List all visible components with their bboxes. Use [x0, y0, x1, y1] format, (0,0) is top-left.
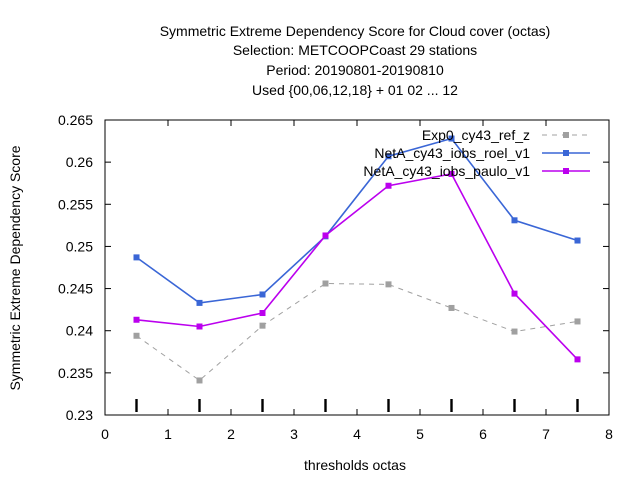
data-point [385, 182, 392, 189]
y-tick-label: 0.245 [58, 281, 93, 297]
data-point [511, 290, 518, 297]
data-point [511, 328, 518, 335]
threshold-markers [135, 399, 579, 412]
data-point [259, 322, 266, 329]
data-point [133, 316, 140, 323]
y-tick-label: 0.235 [58, 365, 93, 381]
chart-title-line-1: Symmetric Extreme Dependency Score for C… [160, 23, 551, 39]
x-tick-label: 5 [416, 426, 424, 442]
data-point [259, 291, 266, 298]
x-tick-label: 7 [542, 426, 550, 442]
data-point [133, 254, 140, 261]
series-line [136, 282, 578, 382]
data-point [385, 281, 392, 288]
chart-title-line-2: Selection: METCOOPCoast 29 stations [233, 42, 477, 58]
data-point [574, 318, 581, 325]
x-tick-label: 0 [101, 426, 109, 442]
y-tick-label: 0.26 [66, 154, 93, 170]
y-tick-label: 0.24 [66, 323, 93, 339]
chart-title-line-3: Period: 20190801-20190810 [266, 62, 444, 78]
legend-label: NetA_cy43_iobs_paulo_v1 [363, 163, 530, 179]
series-lines [133, 135, 581, 384]
data-point [574, 237, 581, 244]
x-tick-label: 2 [227, 426, 235, 442]
data-point [448, 170, 455, 177]
x-tick-label: 1 [164, 426, 172, 442]
data-point [511, 217, 518, 224]
plot-area [104, 119, 610, 416]
legend-label: NetA_cy43_iobs_roel_v1 [374, 145, 530, 161]
x-tick-label: 4 [353, 426, 361, 442]
data-point [448, 304, 455, 311]
data-point [196, 323, 203, 330]
data-point [196, 299, 203, 306]
legend: Exp0_cy43_ref_z NetA_cy43_iobs_roel_v1 Net… [363, 127, 590, 179]
series-line [136, 137, 578, 304]
legend-swatch-marker [563, 168, 569, 174]
chart-title-line-4: Used {00,06,12,18} + 01 02 ... 12 [252, 82, 458, 98]
x-tick-label: 6 [479, 426, 487, 442]
y-tick-label: 0.23 [66, 407, 93, 423]
legend-swatch-marker [563, 150, 569, 156]
axis-ticks: 0 1 2 3 4 5 6 7 8 0.23 0.235 0.24 0.245 0.25 0.255 0.26… [58, 112, 613, 442]
legend-label: Exp0_cy43_ref_z [422, 127, 530, 143]
data-point [196, 377, 203, 384]
legend-swatch-marker [563, 132, 569, 138]
data-point [574, 356, 581, 363]
data-point [448, 135, 455, 142]
data-point [322, 280, 329, 287]
chart-title: Symmetric Extreme Dependency Score for C… [160, 23, 551, 98]
plot-border [104, 119, 610, 416]
x-tick-label: 3 [290, 426, 298, 442]
series-line [136, 173, 579, 360]
y-tick-label: 0.25 [66, 238, 93, 254]
y-tick-label: 0.265 [58, 112, 93, 128]
x-axis-label: thresholds octas [304, 457, 406, 473]
y-tick-label: 0.255 [58, 196, 93, 212]
data-point [259, 310, 266, 317]
data-point [385, 153, 392, 160]
data-point [322, 232, 329, 239]
y-axis-label: Symmetric Extreme Dependency Score [7, 145, 23, 390]
data-point [133, 332, 140, 339]
x-tick-label: 8 [605, 426, 613, 442]
